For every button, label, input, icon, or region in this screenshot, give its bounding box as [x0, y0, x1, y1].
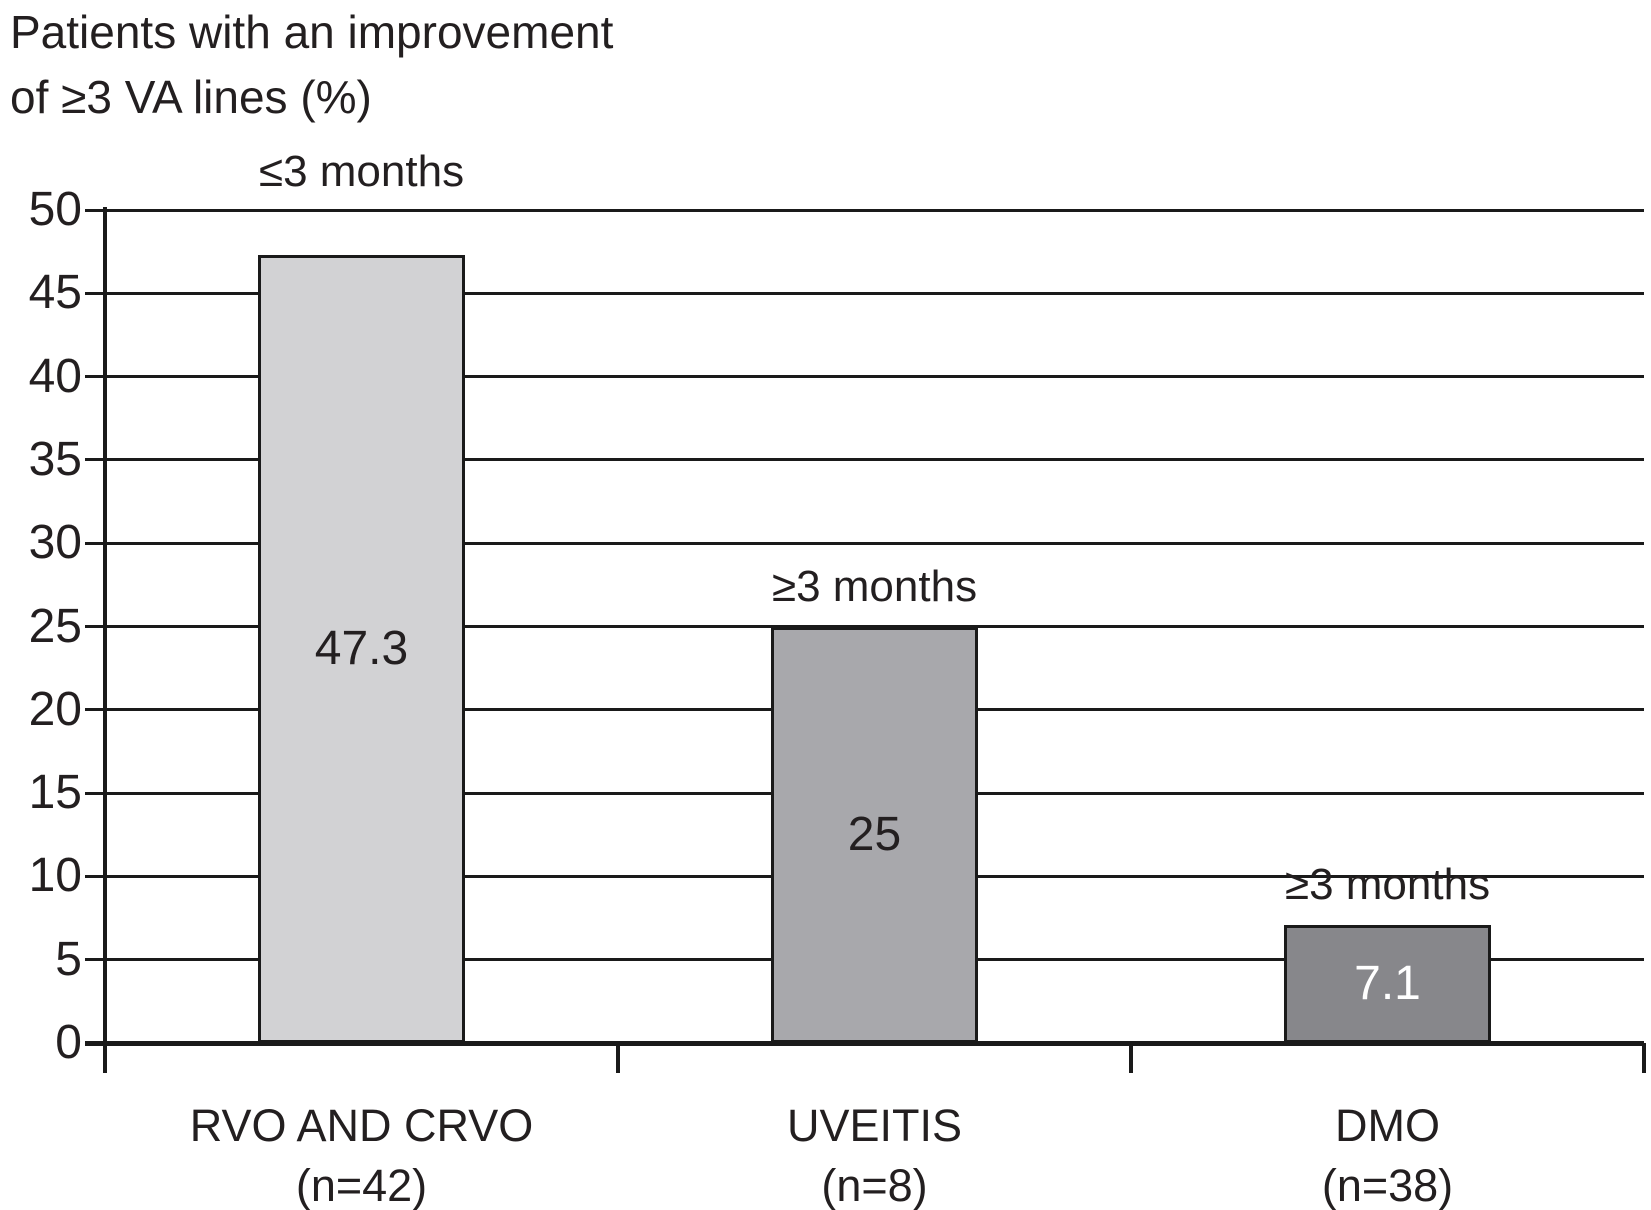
y-tick-label: 0: [55, 1016, 82, 1069]
data-bar: 25: [771, 626, 978, 1043]
x-axis-baseline: [85, 1040, 1644, 1046]
chart-title: Patients with an improvement of ≥3 VA li…: [10, 6, 614, 123]
x-category-label: UVEITIS (n=8): [786, 1100, 963, 1210]
y-gridline: [85, 291, 1644, 295]
y-tick-label: 50: [28, 183, 82, 236]
y-gridline: [85, 458, 1644, 462]
y-gridline: [85, 541, 1644, 545]
bar-value-label: 47.3: [314, 621, 409, 675]
x-category-label: RVO AND CRVO (n=42): [189, 1100, 534, 1210]
y-tick-label: 35: [28, 432, 82, 486]
y-tick-label: 15: [28, 766, 82, 820]
y-tick-label: 10: [28, 849, 82, 903]
data-bar: 7.1: [1284, 924, 1491, 1043]
x-axis-tick: [616, 1043, 620, 1073]
y-gridline: [85, 208, 1644, 212]
bar-annotation-label: ≥3 months: [771, 561, 978, 611]
x-category-label: DMO (n=38): [1321, 1100, 1454, 1210]
x-axis-tick: [1642, 1043, 1646, 1073]
x-axis-tick: [1129, 1043, 1133, 1073]
y-tick-label: 20: [28, 682, 82, 736]
bar-annotation-label: ≤3 months: [258, 147, 465, 196]
y-tick-label: 5: [55, 932, 82, 986]
bar-annotation-label: ≥3 months: [1284, 859, 1491, 909]
bar-value-label: 25: [847, 807, 902, 861]
y-tick-label: 45: [28, 266, 82, 320]
y-axis-line: [103, 207, 107, 1073]
data-bar: 47.3: [258, 254, 465, 1043]
y-tick-label: 30: [28, 516, 82, 570]
bar-value-label: 7.1: [1354, 956, 1421, 1010]
y-gridline: [85, 375, 1644, 379]
y-tick-label: 40: [28, 349, 82, 403]
y-tick-label: 25: [28, 599, 82, 653]
